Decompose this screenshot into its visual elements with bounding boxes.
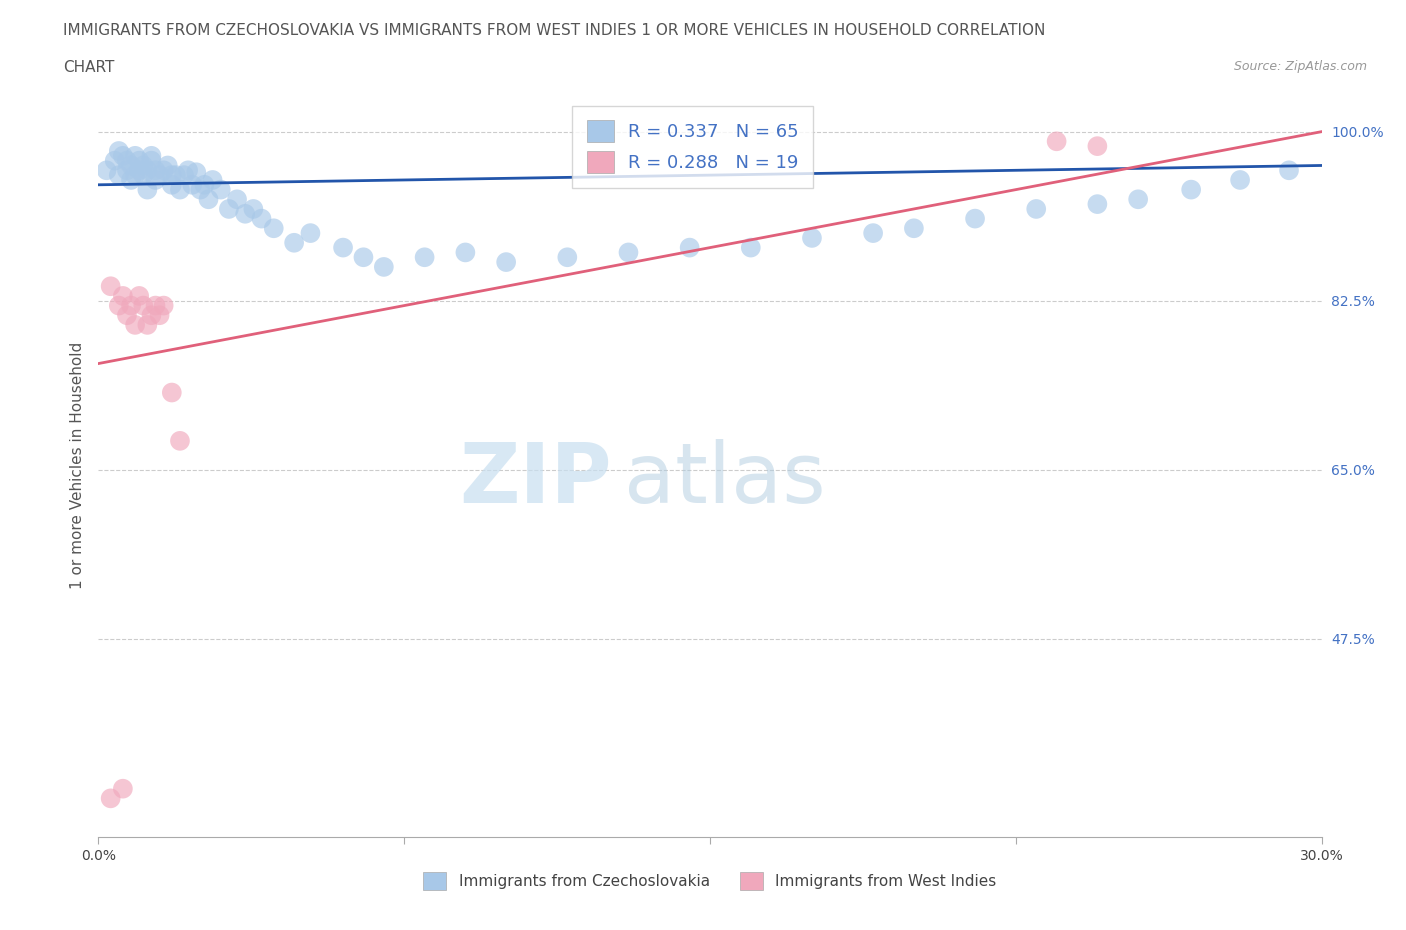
Point xyxy=(104,153,127,168)
Point xyxy=(141,308,163,323)
Point xyxy=(1045,134,1069,149)
Point xyxy=(128,163,150,178)
Point xyxy=(177,163,200,178)
Point xyxy=(201,173,224,188)
Point xyxy=(145,163,167,178)
Point xyxy=(120,299,142,313)
Point xyxy=(1229,173,1251,188)
Point xyxy=(108,143,131,158)
Point xyxy=(188,182,212,197)
Point xyxy=(679,240,702,255)
Point xyxy=(115,153,138,168)
Point xyxy=(332,240,354,255)
Point xyxy=(209,182,232,197)
Point xyxy=(373,259,395,274)
Point xyxy=(145,299,167,313)
Legend: Immigrants from Czechoslovakia, Immigrants from West Indies: Immigrants from Czechoslovakia, Immigran… xyxy=(418,866,1002,897)
Point xyxy=(1278,163,1301,178)
Point xyxy=(128,288,150,303)
Point xyxy=(250,211,273,226)
Point xyxy=(152,163,174,178)
Point xyxy=(218,202,240,217)
Point xyxy=(96,163,118,178)
Text: IMMIGRANTS FROM CZECHOSLOVAKIA VS IMMIGRANTS FROM WEST INDIES 1 OR MORE VEHICLES: IMMIGRANTS FROM CZECHOSLOVAKIA VS IMMIGR… xyxy=(63,23,1046,38)
Point xyxy=(965,211,987,226)
Point xyxy=(124,167,146,182)
Point xyxy=(1085,139,1108,153)
Point xyxy=(186,165,208,179)
Point xyxy=(242,202,264,217)
Point xyxy=(299,226,322,241)
Point xyxy=(495,255,517,270)
Point xyxy=(352,250,374,265)
Point xyxy=(145,173,167,188)
Point xyxy=(454,245,477,259)
Point xyxy=(197,192,219,206)
Point xyxy=(165,167,187,182)
Point xyxy=(111,781,134,796)
Point xyxy=(100,790,122,805)
Point xyxy=(136,163,159,178)
Point xyxy=(169,182,191,197)
Point xyxy=(156,158,179,173)
Text: CHART: CHART xyxy=(63,60,115,75)
Point xyxy=(108,299,131,313)
Point xyxy=(740,240,762,255)
Point xyxy=(136,182,159,197)
Point xyxy=(413,250,436,265)
Point xyxy=(193,178,215,193)
Point xyxy=(160,385,183,400)
Text: ZIP: ZIP xyxy=(460,439,612,521)
Point xyxy=(111,288,134,303)
Point xyxy=(160,167,183,182)
Point xyxy=(862,226,884,241)
Point xyxy=(124,317,146,332)
Point xyxy=(226,192,249,206)
Point xyxy=(1025,202,1047,217)
Point xyxy=(132,158,155,173)
Point xyxy=(169,433,191,448)
Point xyxy=(555,250,579,265)
Point xyxy=(124,149,146,164)
Point xyxy=(132,299,155,313)
Point xyxy=(100,279,122,294)
Point xyxy=(120,173,142,188)
Point xyxy=(283,235,305,250)
Point xyxy=(108,167,131,182)
Point xyxy=(120,158,142,173)
Point xyxy=(263,220,285,235)
Point xyxy=(152,299,174,313)
Point xyxy=(1085,196,1108,211)
Y-axis label: 1 or more Vehicles in Household: 1 or more Vehicles in Household xyxy=(69,341,84,589)
Point xyxy=(233,206,256,221)
Point xyxy=(132,167,155,182)
Point xyxy=(173,167,195,182)
Point xyxy=(149,167,172,182)
Text: Source: ZipAtlas.com: Source: ZipAtlas.com xyxy=(1233,60,1367,73)
Point xyxy=(128,153,150,168)
Point xyxy=(801,231,824,246)
Point xyxy=(115,308,138,323)
Point xyxy=(1128,192,1150,206)
Point xyxy=(181,178,204,193)
Point xyxy=(141,149,163,164)
Text: atlas: atlas xyxy=(624,439,827,521)
Point xyxy=(136,317,159,332)
Point xyxy=(617,245,640,259)
Point xyxy=(141,153,163,168)
Point xyxy=(149,308,172,323)
Point xyxy=(160,178,183,193)
Point xyxy=(903,220,925,235)
Point xyxy=(115,163,138,178)
Point xyxy=(1180,182,1202,197)
Point xyxy=(111,149,134,164)
